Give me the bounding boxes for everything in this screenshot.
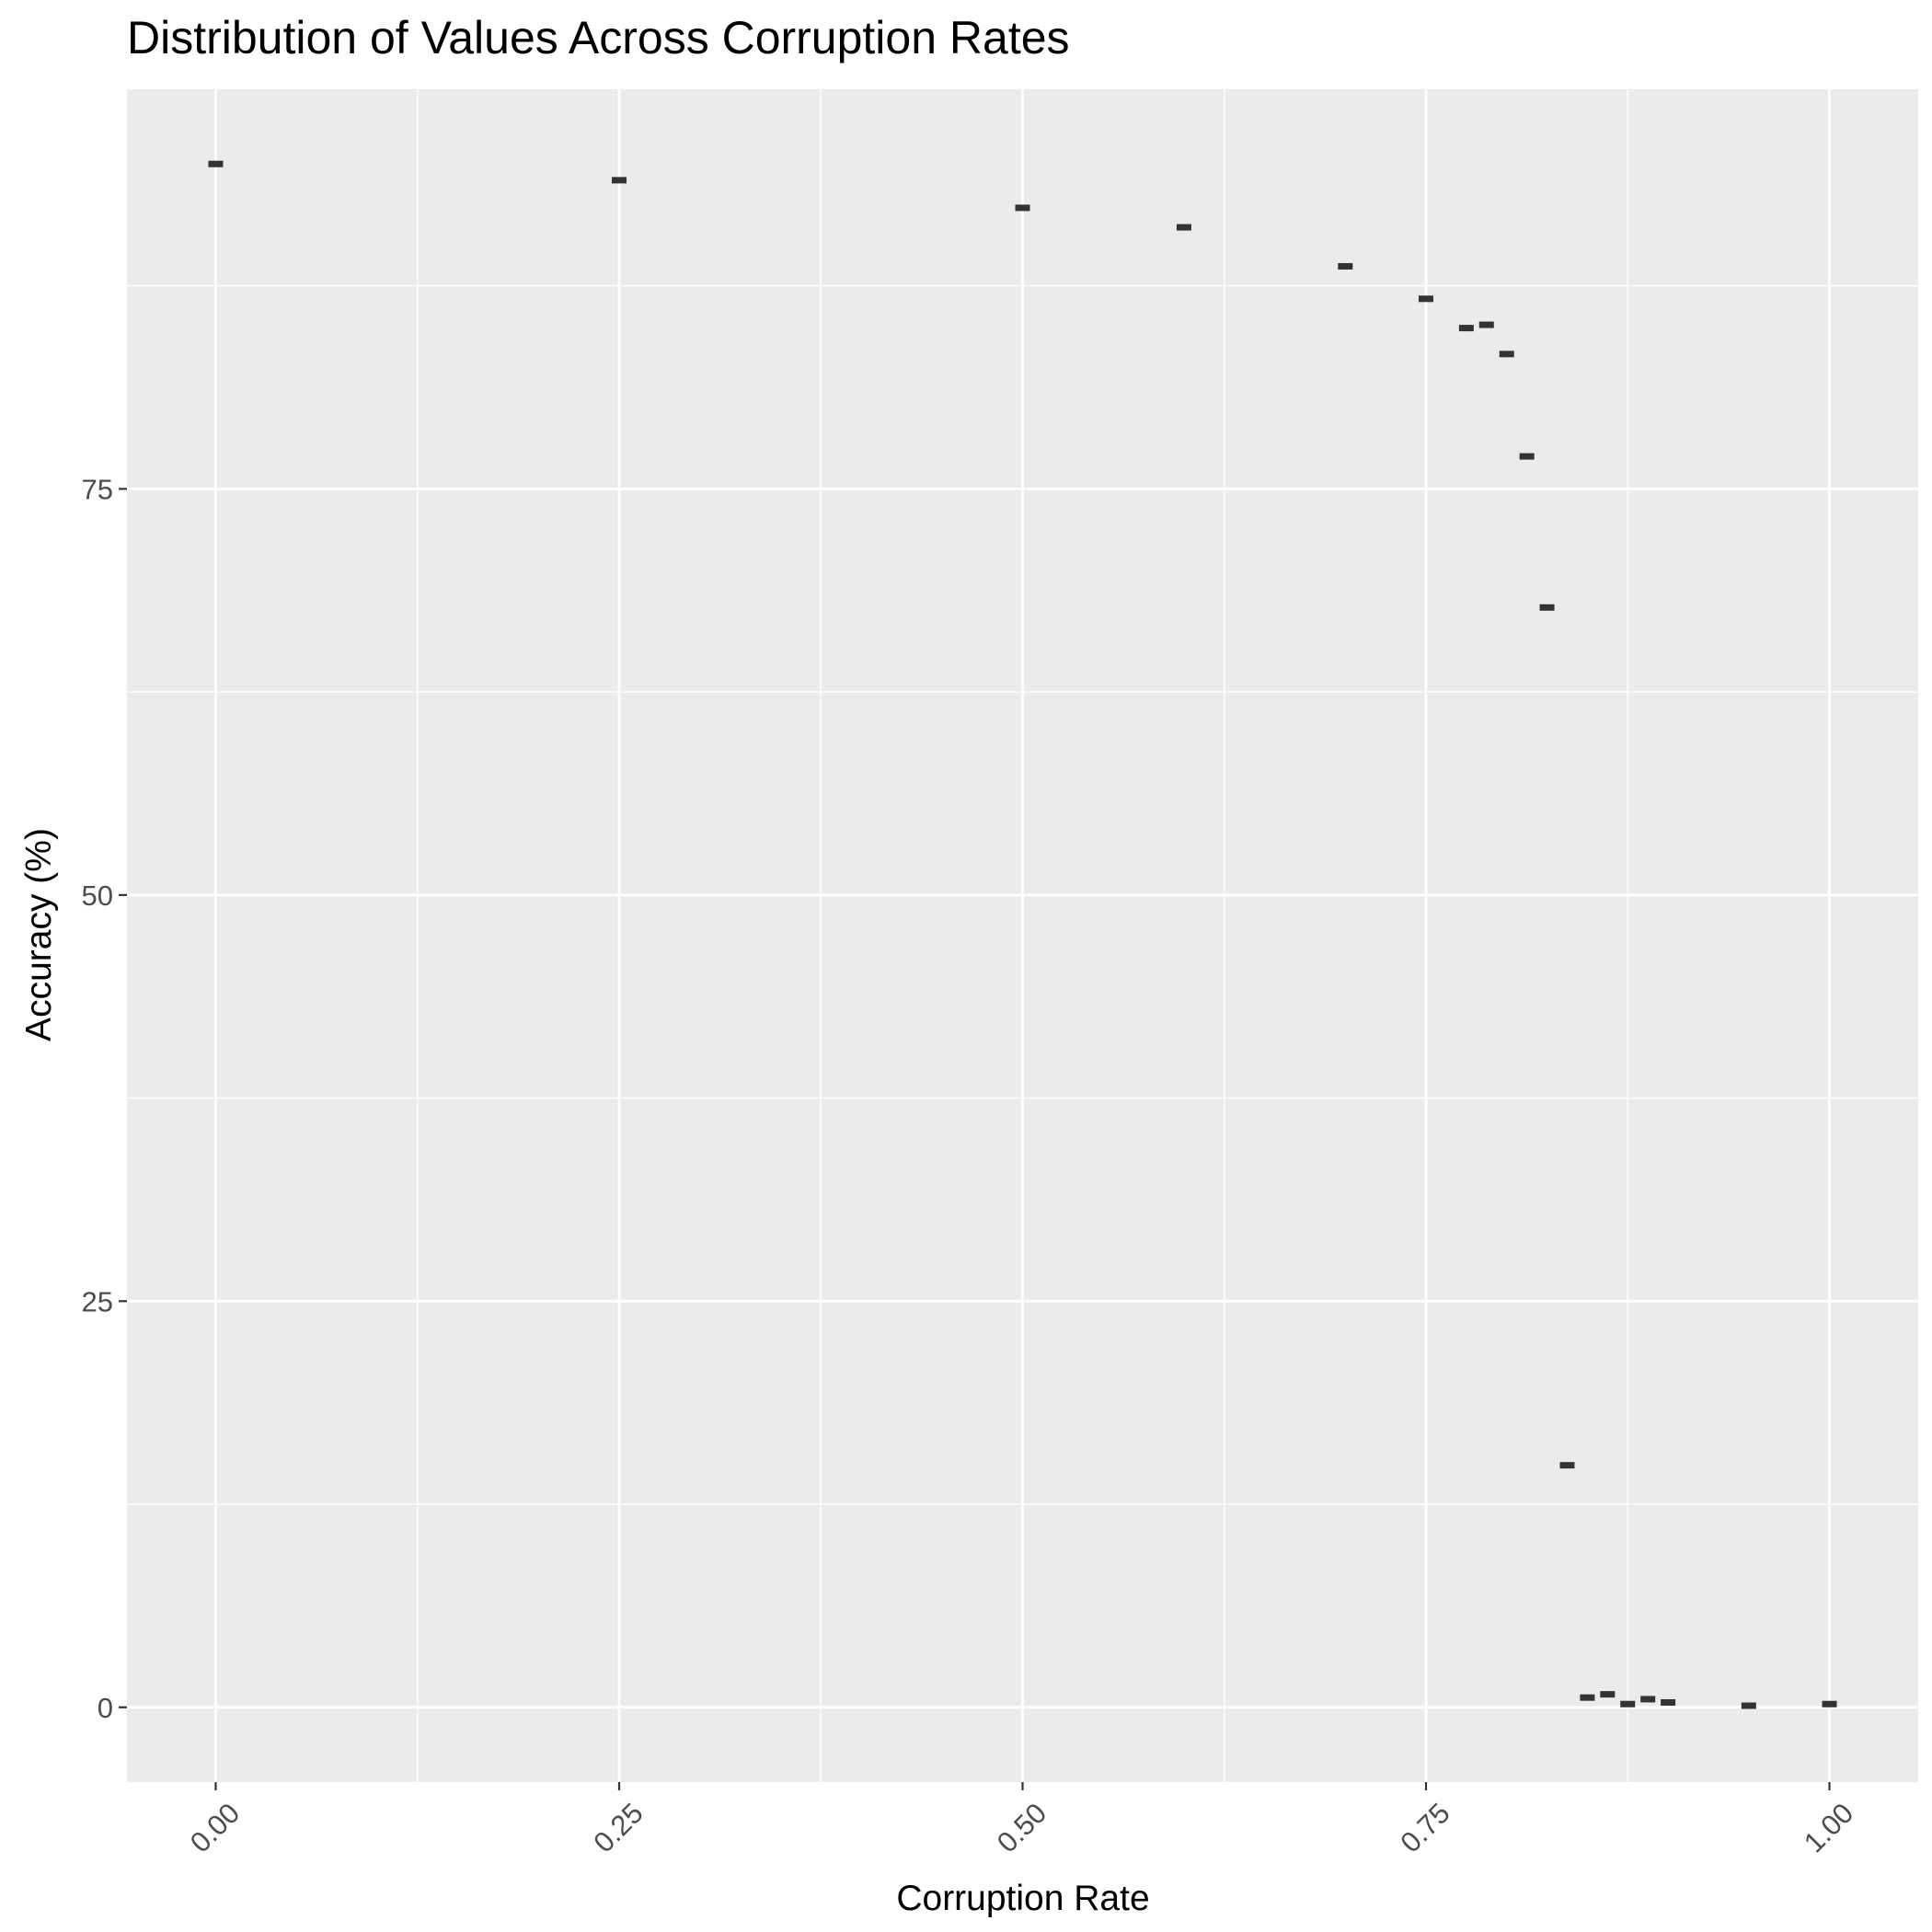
x-tick-label: 0.75 [1394, 1797, 1455, 1858]
data-point [1640, 1696, 1656, 1703]
x-axis-title: Corruption Rate [896, 1879, 1149, 1918]
chart-title: Distribution of Values Across Corruption… [127, 12, 1070, 63]
data-point [1620, 1700, 1636, 1708]
data-point [1559, 1462, 1575, 1469]
y-tick-label: 25 [82, 1285, 113, 1317]
data-point [1338, 262, 1353, 270]
data-point [1499, 351, 1514, 358]
data-point [1519, 453, 1535, 460]
x-axis: 0.00 0.25 0.50 0.75 1.00 [184, 1782, 1859, 1858]
x-tick-label: 0.00 [184, 1797, 246, 1858]
x-tick-label: 1.00 [1798, 1797, 1859, 1858]
y-axis-title: Accuracy (%) [19, 828, 59, 1041]
data-point [1478, 321, 1494, 328]
data-point [1458, 325, 1474, 332]
data-points [208, 160, 1837, 1709]
data-point [1176, 224, 1191, 231]
x-tick-label: 0.25 [587, 1797, 649, 1858]
data-point [1661, 1698, 1676, 1706]
data-point [611, 177, 627, 184]
data-point [1580, 1694, 1595, 1701]
grid-lines [127, 89, 1918, 1782]
data-point [1539, 604, 1555, 611]
data-point [1419, 295, 1434, 303]
data-point [1600, 1691, 1616, 1698]
data-point [208, 160, 224, 167]
y-tick-label: 50 [82, 880, 113, 912]
y-tick-label: 0 [98, 1692, 113, 1724]
data-point [1741, 1702, 1756, 1709]
y-tick-label: 75 [82, 473, 113, 505]
data-point [1822, 1700, 1837, 1708]
y-axis: 0 25 50 75 [82, 473, 127, 1724]
x-tick-label: 0.50 [991, 1797, 1052, 1858]
data-point [1015, 204, 1030, 212]
